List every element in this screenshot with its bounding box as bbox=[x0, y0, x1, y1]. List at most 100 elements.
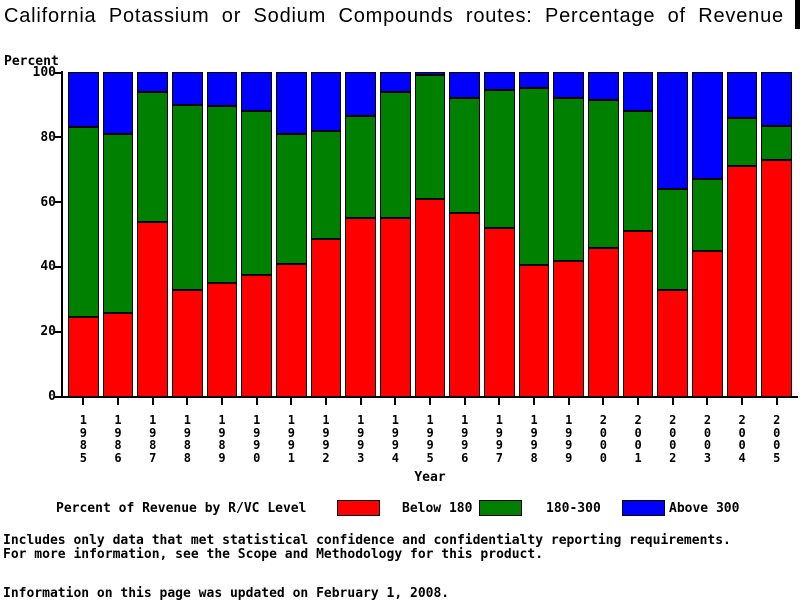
bar-segment-2001-180-300 bbox=[622, 111, 654, 232]
x-tick-cell-1988 bbox=[172, 398, 203, 405]
bar-1988 bbox=[172, 72, 203, 397]
bar-segment-2002-180-300 bbox=[657, 189, 689, 290]
x-tick-1998 bbox=[533, 398, 536, 405]
bar-segment-1990-below-180 bbox=[241, 275, 273, 397]
bar-segment-1998-180-300 bbox=[518, 88, 550, 266]
bar-segment-1991-below-180 bbox=[276, 263, 307, 397]
bar-segment-1998-above-300 bbox=[518, 72, 550, 89]
x-tick-cell-2002 bbox=[657, 398, 688, 405]
x-tick-1991 bbox=[290, 398, 293, 405]
bar-1986 bbox=[102, 72, 134, 397]
legend-label-below-180: Below 180 bbox=[402, 501, 473, 516]
bar-segment-1992-below-180 bbox=[310, 239, 342, 397]
bar-segment-1997-180-300 bbox=[484, 89, 515, 228]
updated-line: Information on this page was updated on … bbox=[3, 586, 450, 600]
bar-segment-1985-180-300 bbox=[68, 127, 99, 318]
x-tick-1992 bbox=[325, 398, 328, 405]
x-label-1989: 1 9 8 9 bbox=[218, 413, 226, 465]
bar-segment-1989-below-180 bbox=[206, 283, 238, 397]
y-tick-100 bbox=[54, 71, 61, 74]
y-axis-line bbox=[61, 71, 63, 398]
x-tick-1993 bbox=[359, 398, 362, 405]
bar-segment-2004-below-180 bbox=[726, 166, 758, 397]
bar-segment-2003-below-180 bbox=[692, 250, 723, 397]
bar-segment-2002-above-300 bbox=[657, 72, 689, 189]
footnote-line-2: For more information, see the Scope and … bbox=[3, 547, 544, 562]
x-tick-1997 bbox=[498, 398, 501, 405]
y-tick-80 bbox=[54, 136, 61, 139]
x-label-1997: 1 9 9 7 bbox=[495, 413, 504, 465]
legend-label-above-300: Above 300 bbox=[669, 501, 740, 516]
y-tick-0 bbox=[54, 395, 61, 398]
x-label-1994: 1 9 9 4 bbox=[391, 413, 399, 465]
bar-segment-1992-180-300 bbox=[310, 130, 342, 240]
x-label-1991: 1 9 9 1 bbox=[287, 413, 295, 465]
legend-swatch-above-300 bbox=[622, 500, 665, 516]
y-axis-title: Percent bbox=[4, 54, 59, 69]
y-tick-60 bbox=[54, 201, 61, 204]
x-tick-1990 bbox=[255, 398, 258, 405]
y-tick-20 bbox=[54, 330, 61, 333]
x-tick-1994 bbox=[394, 398, 397, 405]
y-tick-label-60: 60 bbox=[40, 194, 56, 210]
legend-title: Percent of Revenue by R/VC Level bbox=[56, 501, 307, 516]
bar-segment-1986-below-180 bbox=[102, 312, 134, 397]
x-tick-2003 bbox=[706, 398, 709, 405]
bar-segment-2000-below-180 bbox=[588, 247, 619, 397]
x-label-1999: 1 9 9 9 bbox=[565, 413, 573, 465]
y-tick-label-80: 80 bbox=[40, 129, 56, 145]
bar-segment-1990-180-300 bbox=[241, 111, 273, 276]
x-tick-1999 bbox=[567, 398, 570, 405]
bar-segment-1999-180-300 bbox=[553, 98, 585, 261]
bar-1994 bbox=[380, 72, 411, 397]
x-label-2002: 2 0 0 2 bbox=[669, 413, 677, 465]
x-label-1987: 1 9 8 7 bbox=[149, 413, 157, 465]
bar-segment-1987-above-300 bbox=[137, 72, 169, 92]
bar-segment-1994-above-300 bbox=[380, 72, 411, 92]
x-tick-1987 bbox=[151, 398, 154, 405]
x-axis-line bbox=[61, 396, 798, 398]
bar-segment-1999-below-180 bbox=[553, 260, 585, 397]
bar-1985 bbox=[68, 72, 99, 397]
bar-segment-1986-180-300 bbox=[102, 133, 134, 313]
bar-segment-1991-above-300 bbox=[276, 72, 307, 134]
bar-segment-1991-180-300 bbox=[276, 133, 307, 264]
bar-segment-1999-above-300 bbox=[553, 72, 585, 98]
bar-segment-1993-below-180 bbox=[345, 218, 377, 397]
x-tick-cell-1993 bbox=[345, 398, 376, 405]
bar-segment-1996-180-300 bbox=[449, 98, 481, 214]
bar-2000 bbox=[588, 72, 619, 397]
x-tick-cell-2000 bbox=[588, 398, 619, 405]
bar-segment-1989-above-300 bbox=[206, 72, 238, 107]
bar-segment-2004-180-300 bbox=[726, 117, 758, 167]
x-tick-cell-1999 bbox=[553, 398, 584, 405]
x-tick-cell-1997 bbox=[484, 398, 515, 405]
bar-segment-1985-below-180 bbox=[68, 317, 99, 397]
x-tick-2001 bbox=[637, 398, 640, 405]
x-label-1985: 1 9 8 5 bbox=[79, 413, 87, 465]
x-tick-2000 bbox=[602, 398, 605, 405]
x-label-1988: 1 9 8 8 bbox=[183, 413, 191, 465]
bar-segment-1995-above-300 bbox=[414, 72, 446, 76]
bar-segment-2001-above-300 bbox=[622, 72, 654, 111]
footnote-line-1: Includes only data that met statistical … bbox=[3, 533, 731, 548]
x-tick-cell-1998 bbox=[519, 398, 550, 405]
bar-2001 bbox=[622, 72, 654, 397]
bar-segment-2003-180-300 bbox=[692, 179, 723, 251]
bar-1989 bbox=[206, 72, 238, 397]
x-tick-1985 bbox=[82, 398, 85, 405]
x-tick-1989 bbox=[221, 398, 224, 405]
bar-segment-1990-above-300 bbox=[241, 72, 273, 111]
x-tick-cell-1996 bbox=[449, 398, 480, 405]
x-tick-cell-1990 bbox=[241, 398, 272, 405]
bar-2004 bbox=[726, 72, 758, 397]
bar-segment-1987-below-180 bbox=[137, 221, 169, 397]
bar-segment-1986-above-300 bbox=[102, 72, 134, 134]
bar-segment-2005-above-300 bbox=[761, 72, 793, 126]
bar-segment-2003-above-300 bbox=[692, 72, 723, 180]
bar-segment-2000-above-300 bbox=[588, 72, 619, 100]
x-tick-cell-1985 bbox=[68, 398, 99, 405]
bar-segment-2005-180-300 bbox=[761, 125, 793, 160]
bar-segment-1988-above-300 bbox=[172, 72, 203, 105]
x-label-2001: 2 0 0 1 bbox=[634, 413, 642, 465]
